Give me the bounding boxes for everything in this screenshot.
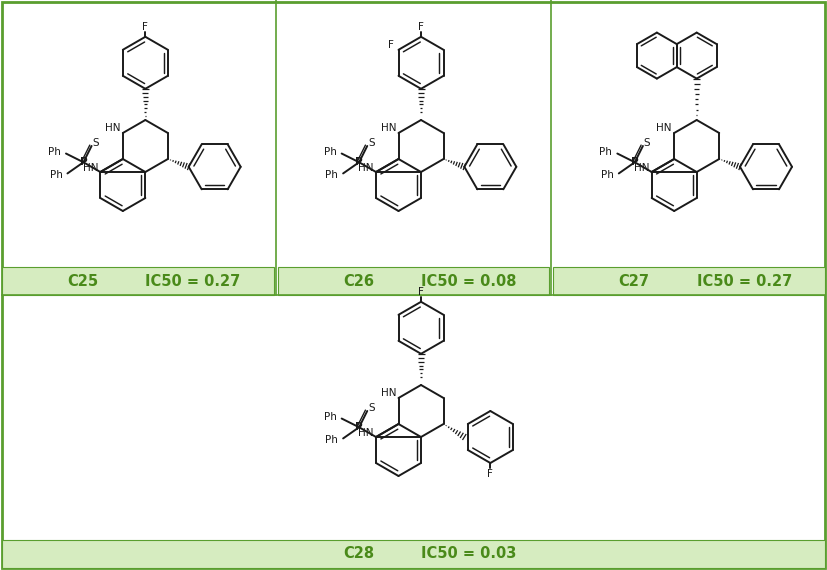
Bar [2,267,274,295]
Text: HN: HN [380,123,396,133]
Text: P: P [356,157,363,167]
Text: P: P [631,157,638,167]
Text: S: S [643,138,650,148]
Text: Ph: Ph [324,146,337,157]
Text: F: F [487,469,493,479]
Text: F: F [388,40,394,50]
Text: Ph: Ph [325,170,338,181]
Text: S: S [368,403,375,413]
Text: Ph: Ph [324,412,337,422]
Text: HN: HN [358,428,374,438]
Text: C28: C28 [343,547,374,561]
Text: HN: HN [380,388,396,398]
Text: Ph: Ph [601,170,614,181]
Bar [278,267,549,295]
Text: HN: HN [358,163,374,173]
Text: P: P [79,157,87,167]
Text: HN: HN [83,163,98,173]
Text: C25: C25 [67,274,98,288]
Text: HN: HN [657,123,672,133]
Bar [2,540,825,568]
Text: S: S [368,138,375,148]
Text: HN: HN [105,123,121,133]
Text: Ph: Ph [48,146,61,157]
Text: C27: C27 [619,274,649,288]
Bar [553,267,825,295]
Text: S: S [93,138,99,148]
Text: Ph: Ph [600,146,612,157]
Text: HN: HN [634,163,649,173]
Text: IC50 = 0.27: IC50 = 0.27 [146,274,241,288]
Text: C26: C26 [343,274,374,288]
Text: IC50 = 0.08: IC50 = 0.08 [421,274,516,288]
Text: Ph: Ph [325,435,338,445]
Text: IC50 = 0.27: IC50 = 0.27 [696,274,792,288]
Text: F: F [418,287,424,297]
Text: IC50 = 0.03: IC50 = 0.03 [421,547,516,561]
Text: P: P [356,422,363,432]
Text: Ph: Ph [50,170,63,181]
Text: F: F [142,22,148,32]
Text: F: F [418,22,424,32]
